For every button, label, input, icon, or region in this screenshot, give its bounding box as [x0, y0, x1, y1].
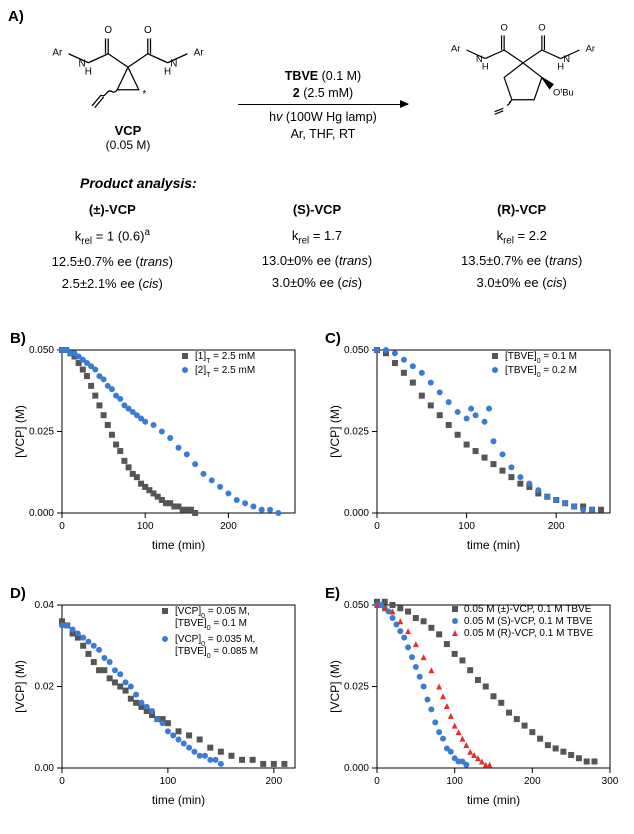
svg-text:0.02: 0.02	[35, 682, 55, 693]
svg-text:100: 100	[160, 776, 177, 787]
svg-text:OtBu: OtBu	[553, 86, 574, 97]
svg-text:0: 0	[59, 521, 65, 532]
svg-text:Ar: Ar	[586, 43, 595, 54]
svg-text:[2]T = 2.5 mM: [2]T = 2.5 mM	[195, 365, 255, 379]
panel-e-chart: E) 0 100 200 300 0.000 0.025 0.050 time (min) [V…	[325, 585, 620, 810]
svg-text:0.025: 0.025	[344, 682, 369, 693]
panel-a: A) O O	[10, 10, 624, 320]
svg-text:[TBVE]0 = 0.1 M: [TBVE]0 = 0.1 M	[505, 351, 577, 365]
svg-text:O: O	[144, 25, 152, 36]
panel-b-svg: 0 100 200 0.000 0.025 0.050 time (min) [VCP] (M…	[10, 330, 305, 555]
svg-text:100: 100	[458, 521, 475, 532]
cond-cat-conc: (2.5 mM)	[300, 86, 353, 100]
panel-a-label: A)	[8, 8, 24, 25]
svg-text:[1]T = 2.5 mM: [1]T = 2.5 mM	[195, 351, 255, 365]
reactant-molecule: O O Ar Ar H H N N * VCP (0.05 M)	[33, 10, 223, 152]
reactant-conc: (0.05 M)	[33, 138, 223, 152]
svg-text:time (min): time (min)	[152, 793, 205, 807]
vcp-structure-icon: O O Ar Ar H H N N *	[38, 10, 218, 120]
svg-text:0.050: 0.050	[344, 600, 369, 611]
product-molecule: O O Ar Ar H H N N OtBu	[423, 10, 623, 123]
svg-text:200: 200	[265, 776, 282, 787]
panel-e-svg: 0 100 200 300 0.000 0.025 0.050 time (min) [VCP]…	[325, 585, 620, 810]
pa-title: Product analysis:	[10, 175, 624, 191]
svg-text:[VCP] (M): [VCP] (M)	[328, 660, 342, 713]
panel-c-chart: C) 0 100 200 0.000 0.025 0.050 time (min) [VCP]…	[325, 330, 620, 555]
product-structure-icon: O O Ar Ar H H N N OtBu	[433, 10, 613, 120]
svg-text:0.000: 0.000	[344, 763, 369, 774]
svg-text:100: 100	[446, 776, 463, 787]
svg-text:0: 0	[374, 521, 380, 532]
svg-text:O: O	[538, 21, 545, 32]
svg-text:N: N	[563, 53, 570, 64]
svg-text:0: 0	[59, 776, 65, 787]
svg-text:Ar: Ar	[52, 48, 63, 59]
svg-text:time (min): time (min)	[467, 538, 520, 552]
svg-text:0.050: 0.050	[29, 345, 54, 356]
svg-text:Ar: Ar	[451, 43, 460, 54]
svg-text:200: 200	[524, 776, 541, 787]
arrow-line-icon	[238, 104, 408, 105]
reaction-arrow: TBVE (0.1 M) 2 (2.5 mM) hv (100W Hg lamp…	[238, 68, 408, 143]
product-analysis-block: Product analysis: (±)-VCP krel = 1 (0.6)…	[10, 175, 624, 295]
svg-text:0.05 M (S)-VCP, 0.1 M TBVE: 0.05 M (S)-VCP, 0.1 M TBVE	[464, 616, 593, 627]
svg-text:300: 300	[602, 776, 619, 787]
panel-b-label: B)	[10, 330, 26, 347]
pa-col-s: (S)-VCP krel = 1.7 13.0±0% ee (trans) 3.…	[215, 199, 420, 295]
svg-text:*: *	[142, 89, 146, 100]
svg-text:O: O	[104, 25, 112, 36]
svg-text:0.050: 0.050	[344, 345, 369, 356]
svg-text:time (min): time (min)	[467, 793, 520, 807]
cond-cat: 2	[293, 86, 300, 100]
panel-e-label: E)	[325, 585, 340, 602]
svg-text:0.025: 0.025	[344, 427, 369, 438]
pa-col-r: (R)-VCP krel = 2.2 13.5±0.7% ee (trans) …	[419, 199, 624, 295]
svg-text:[VCP] (M): [VCP] (M)	[13, 405, 27, 458]
arrow-conditions-top: TBVE (0.1 M) 2 (2.5 mM)	[238, 68, 408, 102]
svg-text:N: N	[79, 58, 86, 69]
svg-text:[TBVE]0 = 0.2 M: [TBVE]0 = 0.2 M	[505, 365, 577, 379]
svg-text:[VCP] (M): [VCP] (M)	[328, 405, 342, 458]
reactant-label: VCP	[33, 123, 223, 138]
svg-text:[VCP] (M): [VCP] (M)	[13, 660, 27, 713]
svg-text:0: 0	[374, 776, 380, 787]
pa-col-racemic: (±)-VCP krel = 1 (0.6)a 12.5±0.7% ee (tr…	[10, 199, 215, 295]
svg-text:time (min): time (min)	[152, 538, 205, 552]
svg-text:[TBVE]0 = 0.1 M: [TBVE]0 = 0.1 M	[175, 618, 247, 632]
svg-text:Ar: Ar	[194, 48, 205, 59]
panel-c-svg: 0 100 200 0.000 0.025 0.050 time (min) [VCP] (M…	[325, 330, 620, 555]
svg-text:0.05 M (R)-VCP, 0.1 M TBVE: 0.05 M (R)-VCP, 0.1 M TBVE	[464, 628, 593, 639]
svg-text:0.05 M (±)-VCP, 0.1 M TBVE: 0.05 M (±)-VCP, 0.1 M TBVE	[464, 604, 592, 615]
svg-text:200: 200	[548, 521, 565, 532]
svg-text:O: O	[500, 21, 507, 32]
svg-text:0.04: 0.04	[35, 600, 55, 611]
panel-d-chart: D) 01002000.000.020.04time (min)[VCP] (M…	[10, 585, 305, 810]
svg-text:N: N	[476, 53, 483, 64]
panel-d-label: D)	[10, 585, 26, 602]
svg-text:H: H	[85, 66, 92, 77]
svg-text:[TBVE]0 = 0.085 M: [TBVE]0 = 0.085 M	[175, 646, 258, 660]
panel-c-label: C)	[325, 330, 341, 347]
svg-text:N: N	[170, 58, 177, 69]
svg-text:200: 200	[220, 521, 237, 532]
svg-text:0.00: 0.00	[35, 763, 55, 774]
pa-columns: (±)-VCP krel = 1 (0.6)a 12.5±0.7% ee (tr…	[10, 199, 624, 295]
svg-text:0.000: 0.000	[29, 508, 54, 519]
svg-text:100: 100	[137, 521, 154, 532]
cond-tbve: TBVE	[285, 69, 318, 83]
arrow-conditions-bottom: hv (100W Hg lamp) Ar, THF, RT	[238, 109, 408, 143]
reaction-scheme: O O Ar Ar H H N N * VCP (0.05 M) TBVE (0…	[28, 10, 618, 170]
svg-text:H: H	[482, 61, 489, 72]
panel-d-svg: 01002000.000.020.04time (min)[VCP] (M)[V…	[10, 585, 305, 810]
panel-b-chart: B) 0 100 200 0.000 0.025 0.050 time (min) [VCP]…	[10, 330, 305, 555]
svg-text:0.025: 0.025	[29, 427, 54, 438]
svg-text:0.000: 0.000	[344, 508, 369, 519]
